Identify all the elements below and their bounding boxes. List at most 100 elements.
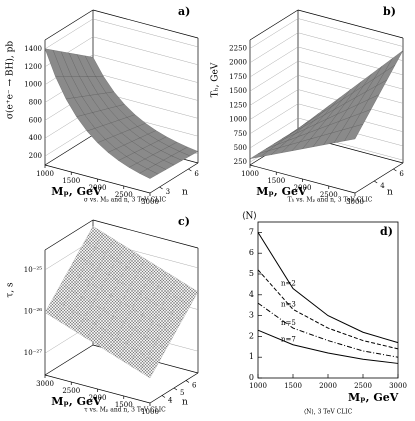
x-tick-label: 1000 (249, 382, 267, 390)
z-tick-label: 1000 (229, 116, 247, 124)
n-tick (173, 387, 178, 391)
x-tick-label: 1500 (267, 177, 285, 185)
axis-edge (44, 134, 94, 166)
n-tick (393, 168, 397, 172)
surface-patch (139, 356, 159, 379)
line (257, 302, 399, 358)
n-axis-label: n (387, 188, 393, 198)
x-tick-label: 3000 (346, 198, 364, 206)
z-axis-label: σ(e⁺e⁻ → BH), pb (5, 41, 16, 120)
x-tick-label: 2000 (89, 394, 107, 402)
axis-edge (297, 9, 404, 39)
axis-edge (44, 219, 94, 251)
z-tick-label: 1750 (229, 73, 247, 81)
surface-patch (384, 50, 404, 73)
caption: ⟨N⟩, 3 TeV CLIC (304, 409, 353, 416)
x-tick-label: 2500 (115, 191, 133, 199)
panel-label: c) (178, 215, 190, 228)
series-label: n=7 (281, 336, 296, 344)
line (257, 269, 399, 350)
x-tick-label: 3000 (389, 382, 407, 390)
grid-line (249, 103, 404, 134)
z-tick-label: 800 (29, 99, 42, 107)
n-axis-label: n (182, 188, 188, 198)
panel-label: d) (380, 225, 393, 238)
series-label: n=3 (281, 300, 296, 308)
grid-line (249, 32, 404, 63)
x-axis-label: Mₚ, GeV (51, 395, 102, 408)
x-axis-label: Mₚ, GeV (348, 391, 399, 404)
panel-label: a) (178, 5, 190, 18)
z-tick-label: 200 (29, 152, 42, 160)
caption: τ vs. Mₚ and n, 3 TeV CLIC (84, 407, 166, 414)
y-tick-label: 7 (249, 227, 254, 236)
n-tick (159, 186, 163, 190)
grid-line (249, 46, 404, 78)
x-tick-label: 1000 (141, 408, 159, 416)
n-tick-label: 6 (192, 382, 197, 390)
z-tick-label: 250 (234, 158, 247, 166)
x-tick-label: 1500 (284, 382, 302, 390)
n-tick-label: 5 (180, 389, 184, 397)
y-tick-label: 0 (249, 373, 254, 382)
series-label: n=5 (281, 319, 296, 327)
x-tick-label: 2500 (354, 382, 372, 390)
grid-line (249, 18, 404, 49)
grid-line (249, 117, 404, 149)
surface-patch (139, 168, 159, 179)
z-axis-label: Tₕ, GeV (211, 62, 221, 97)
line (257, 232, 399, 344)
plot-frame (257, 221, 399, 379)
x-tick-label: 1000 (36, 170, 54, 178)
y-tick-label: 1 (249, 352, 254, 361)
z-tick-label: 600 (29, 116, 42, 124)
z-tick-label: 1400 (24, 45, 42, 53)
surface-patch (344, 123, 364, 142)
x-tick-label: 2500 (320, 191, 338, 199)
y-tick-label: 6 (249, 248, 254, 257)
z-tick-label: 400 (29, 134, 42, 142)
line (257, 329, 399, 364)
x-tick-label: 1000 (241, 170, 259, 178)
n-tick (185, 380, 190, 383)
n-tick (161, 395, 166, 398)
x-axis-label: Mₚ, GeV (51, 185, 102, 198)
caption: Tₕ vs. Mₚ and n, 3 TeV CLIC (288, 197, 373, 204)
axis-edge (249, 9, 299, 41)
z-tick-label: 1250 (229, 101, 247, 109)
y-tick-label: 3 (249, 311, 254, 320)
axis-edge (92, 219, 199, 249)
n-tick-label: 6 (399, 170, 404, 178)
x-axis-label: Mₚ, GeV (256, 185, 307, 198)
z-tick-label: 2000 (229, 59, 247, 67)
axis-edge (149, 162, 199, 194)
x-tick-label: 1500 (62, 177, 80, 185)
axis-edge (92, 9, 199, 39)
n-tick (374, 180, 378, 184)
x-tick-label: 3000 (36, 380, 54, 388)
x-tick-label: 1500 (115, 401, 133, 409)
panel-label: b) (383, 5, 396, 18)
n-axis-label: n (182, 398, 188, 408)
z-tick-label: 10⁻²⁷ (24, 349, 42, 357)
x-tick-label: 2000 (294, 184, 312, 192)
y-tick-label: 5 (249, 269, 254, 278)
n-tick (188, 168, 192, 172)
z-tick-label: 10⁻²⁶ (24, 308, 42, 316)
z-tick-label: 1200 (24, 63, 42, 71)
x-tick-label: 3000 (141, 198, 159, 206)
y-axis-label: ⟨N⟩ (242, 212, 257, 222)
x-tick-label: 2500 (62, 387, 80, 395)
x-tick-label: 2000 (319, 382, 337, 390)
z-axis-label: τ, s (6, 282, 16, 298)
z-tick-label: 2250 (229, 45, 247, 53)
y-tick-label: 4 (249, 290, 254, 299)
axis-edge (354, 162, 404, 194)
z-tick-label: 10⁻²⁵ (24, 266, 42, 274)
grid-line (44, 18, 199, 50)
z-tick-label: 1500 (229, 87, 247, 95)
y-tick-label: 2 (249, 331, 254, 340)
z-tick-label: 500 (234, 144, 247, 152)
n-tick-label: 4 (380, 182, 385, 190)
